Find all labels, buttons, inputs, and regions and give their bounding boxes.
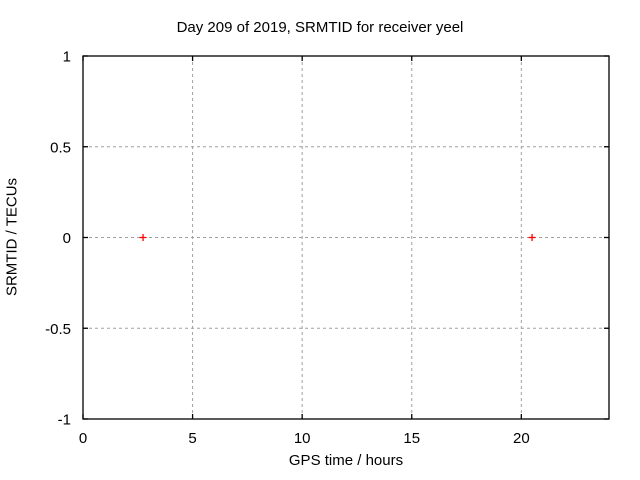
- x-tick-label: 10: [294, 430, 311, 447]
- x-axis-label: GPS time / hours: [288, 452, 404, 469]
- x-tick-label: 0: [79, 430, 87, 447]
- data-point: [139, 234, 147, 241]
- chart-title: Day 209 of 2019, SRMTID for receiver yee…: [176, 19, 464, 36]
- x-tick-label: 15: [403, 430, 420, 447]
- y-tick-label: 0: [63, 230, 71, 247]
- y-tick-label: 1: [63, 49, 71, 66]
- y-tick-label: 0.5: [50, 139, 71, 156]
- x-tick-label: 5: [188, 430, 196, 447]
- data-point: [528, 234, 536, 241]
- y-tick-label: -1: [58, 412, 71, 429]
- x-tick-label: 20: [513, 430, 530, 447]
- y-tick-label: -0.5: [45, 321, 71, 338]
